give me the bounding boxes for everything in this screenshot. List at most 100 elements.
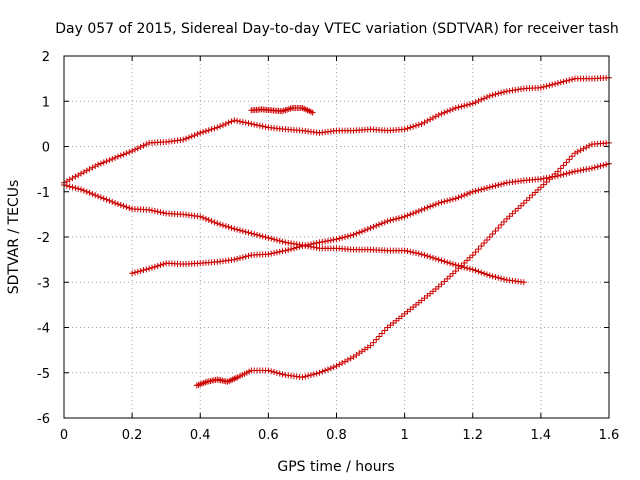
data-point xyxy=(449,106,456,113)
data-point xyxy=(478,269,485,276)
data-point xyxy=(271,249,278,256)
data-point xyxy=(183,135,190,142)
data-point xyxy=(109,198,116,205)
data-point xyxy=(447,197,454,204)
data-point xyxy=(540,175,547,182)
data-point xyxy=(569,76,576,83)
data-point xyxy=(452,267,459,274)
data-point xyxy=(63,182,70,189)
data-point xyxy=(438,281,445,288)
data-point xyxy=(137,143,144,150)
data-point xyxy=(495,90,502,97)
data-point xyxy=(466,189,473,196)
data-point xyxy=(367,224,374,231)
data-point xyxy=(407,211,414,218)
x-tick-label: 0.2 xyxy=(122,428,143,443)
data-point xyxy=(404,125,411,132)
data-point xyxy=(535,186,542,193)
data-point xyxy=(486,92,493,99)
data-point xyxy=(591,164,598,171)
data-point xyxy=(475,246,482,253)
data-point xyxy=(208,126,215,133)
data-point xyxy=(75,185,82,192)
data-point xyxy=(222,120,229,127)
data-point xyxy=(469,252,476,259)
data-point xyxy=(486,272,493,279)
data-point xyxy=(421,205,428,212)
data-point xyxy=(112,200,119,207)
data-point xyxy=(464,257,471,264)
data-point xyxy=(228,118,235,125)
data-point xyxy=(588,165,595,172)
data-point xyxy=(140,267,147,274)
data-point xyxy=(464,265,471,272)
data-point xyxy=(214,220,221,227)
data-point xyxy=(381,327,388,334)
data-point xyxy=(577,167,584,174)
data-point xyxy=(415,121,422,128)
data-point xyxy=(307,241,314,248)
data-point xyxy=(112,154,119,161)
data-point xyxy=(415,250,422,257)
chart-title: Day 057 of 2015, Sidereal Day-to-day VTE… xyxy=(55,21,618,37)
data-point xyxy=(455,194,462,201)
data-point xyxy=(452,195,459,202)
data-point xyxy=(245,120,252,127)
data-point xyxy=(254,231,261,238)
data-point xyxy=(401,213,408,220)
x-tick-label: 1.4 xyxy=(531,428,552,443)
data-point xyxy=(197,129,204,136)
data-point xyxy=(103,196,110,203)
data-point xyxy=(557,165,564,172)
data-point xyxy=(529,192,536,199)
data-point xyxy=(373,336,380,343)
data-point xyxy=(228,224,235,231)
data-point xyxy=(259,233,266,240)
data-point xyxy=(583,166,590,173)
data-point xyxy=(131,146,138,153)
data-point xyxy=(245,229,252,236)
data-point xyxy=(466,101,473,108)
data-point xyxy=(444,275,451,282)
data-point xyxy=(293,244,300,251)
data-point xyxy=(276,370,283,377)
data-point xyxy=(554,80,561,87)
data-point xyxy=(239,228,246,235)
y-tick-label: -3 xyxy=(37,276,50,291)
data-point xyxy=(515,205,522,212)
data-point xyxy=(307,372,314,379)
data-point xyxy=(526,194,533,201)
data-point xyxy=(455,265,462,272)
y-tick-label: -1 xyxy=(37,186,50,201)
data-point xyxy=(430,254,437,261)
data-point xyxy=(441,258,448,265)
data-point xyxy=(498,275,505,282)
data-point xyxy=(86,189,93,196)
x-tick-label: 1 xyxy=(400,428,408,443)
data-point xyxy=(256,122,263,129)
data-point xyxy=(290,245,297,252)
data-point xyxy=(347,232,354,239)
data-point xyxy=(407,124,414,131)
data-point xyxy=(483,237,490,244)
data-point xyxy=(483,184,490,191)
data-point xyxy=(296,243,303,250)
data-point xyxy=(600,162,607,169)
data-point xyxy=(265,367,272,374)
data-point xyxy=(412,122,419,129)
data-point xyxy=(410,123,417,130)
data-point xyxy=(103,158,110,165)
data-point xyxy=(251,231,258,238)
data-point xyxy=(492,91,499,98)
data-point xyxy=(305,372,312,379)
data-point xyxy=(560,78,567,85)
series xyxy=(193,139,612,389)
data-point xyxy=(180,136,187,143)
data-point xyxy=(546,176,553,183)
data-point xyxy=(603,161,610,168)
data-point xyxy=(563,170,570,177)
data-point xyxy=(566,77,573,84)
data-point xyxy=(268,235,275,242)
data-point xyxy=(143,266,150,273)
data-point xyxy=(211,125,218,132)
